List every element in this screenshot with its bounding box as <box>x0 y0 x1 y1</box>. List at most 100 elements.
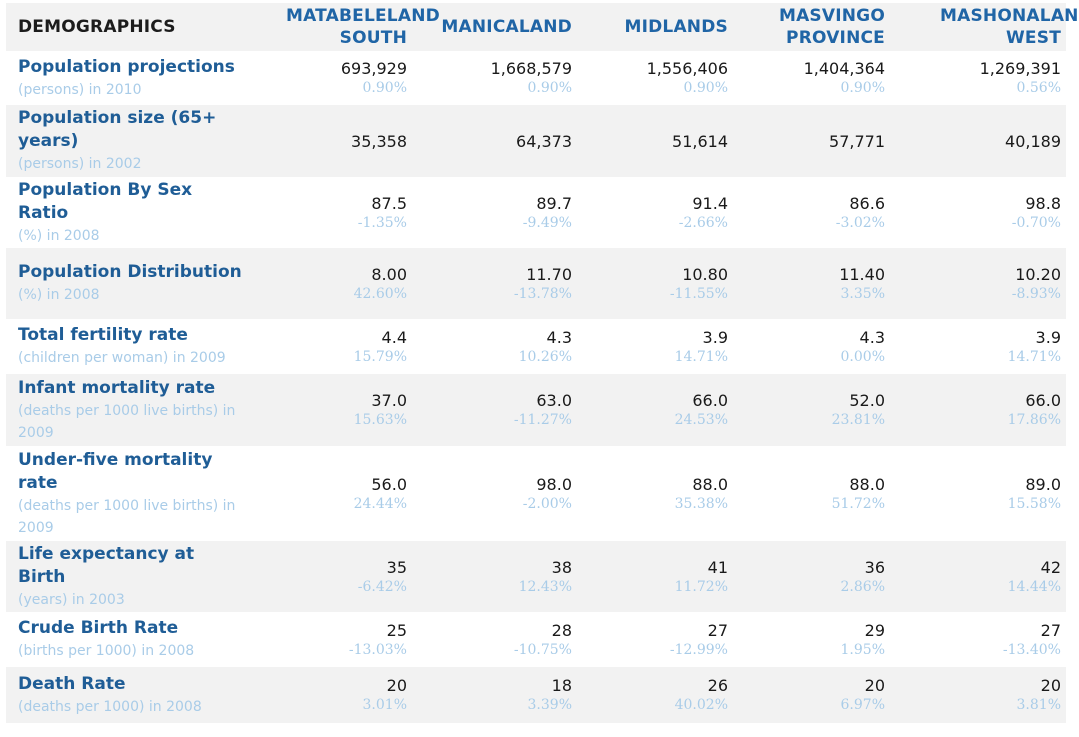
table-row: Total fertility rate (children per woman)… <box>6 319 1066 374</box>
cell-value: 87.5 <box>371 193 407 213</box>
indicator-unit: (persons) in 2010 <box>18 81 142 98</box>
value-cell: 1,404,364 0.90% <box>733 51 890 105</box>
cell-change: 0.90% <box>683 80 728 96</box>
region-header-masvingo-province[interactable]: MASVINGO PROVINCE <box>733 3 890 51</box>
value-cell: 29 1.95% <box>733 612 890 667</box>
indicator-cell: Population Distribution (%) in 2008 <box>6 248 246 319</box>
indicator-name[interactable]: Infant mortality rate <box>18 377 216 398</box>
cell-change: 14.71% <box>1007 348 1061 365</box>
value-cell: 11.40 3.35% <box>733 248 890 319</box>
value-cell: 28 -10.75% <box>412 612 577 667</box>
indicator-unit: (deaths per 1000) in 2008 <box>18 698 202 715</box>
value-cell: 4.4 15.79% <box>246 319 412 374</box>
cell-value: 88.0 <box>692 474 728 494</box>
cell-value: 27 <box>1040 620 1061 640</box>
cell-value: 41 <box>707 557 728 577</box>
cell-change: -11.27% <box>513 412 572 428</box>
table-row: Population size (65+ years) (persons) in … <box>6 105 1066 177</box>
cell-change: 23.81% <box>831 412 885 428</box>
indicator-name[interactable]: Crude Birth Rate <box>18 618 179 638</box>
cell-change: 0.90% <box>527 80 572 96</box>
value-cell: 10.80 -11.55% <box>577 248 733 319</box>
indicator-name[interactable]: Population By Sex Ratio <box>18 179 193 223</box>
cell-value: 4.3 <box>546 327 572 347</box>
region-header-midlands[interactable]: MIDLANDS <box>577 3 733 51</box>
value-cell: 63.0 -11.27% <box>412 374 577 446</box>
cell-value: 4.3 <box>859 327 885 347</box>
indicator-unit: (children per woman) in 2009 <box>18 350 226 366</box>
cell-change: 42.60% <box>353 285 407 302</box>
cell-value: 28 <box>551 620 572 640</box>
cell-value: 52.0 <box>849 391 885 410</box>
value-cell: 88.0 35.38% <box>577 446 733 541</box>
table-row: Life expectancy at Birth (years) in 2003 3… <box>6 541 1066 612</box>
cell-change: 11.72% <box>674 578 728 595</box>
value-cell: 98.8 -0.70% <box>890 177 1066 248</box>
indicator-name[interactable]: Under-five mortality rate <box>18 449 213 493</box>
indicator-cell: Population size (65+ years) (persons) in … <box>6 105 246 177</box>
cell-value: 37.0 <box>371 391 407 410</box>
indicator-unit: (years) in 2003 <box>18 591 125 608</box>
value-cell: 35 -6.42% <box>246 541 412 612</box>
cell-change: -11.55% <box>669 285 728 302</box>
value-cell: 1,269,391 0.56% <box>890 51 1066 105</box>
cell-change: 35.38% <box>674 495 728 512</box>
value-cell: 8.00 42.60% <box>246 248 412 319</box>
cell-change: 3.39% <box>527 697 572 713</box>
indicator-cell: Crude Birth Rate (births per 1000) in 200… <box>6 612 246 667</box>
cell-change: 15.63% <box>353 412 407 428</box>
value-cell: 10.20 -8.93% <box>890 248 1066 319</box>
indicator-cell: Under-five mortality rate (deaths per 100… <box>6 446 246 541</box>
cell-value: 64,373 <box>516 131 572 151</box>
value-cell: 20 6.97% <box>733 667 890 723</box>
value-cell: 37.0 15.63% <box>246 374 412 446</box>
value-cell: 26 40.02% <box>577 667 733 723</box>
cell-value: 57,771 <box>829 131 885 151</box>
cell-value: 20 <box>864 676 885 695</box>
header-row: DEMOGRAPHICS MATABELELAND SOUTH MANICALA… <box>6 3 1079 51</box>
cell-change: -13.40% <box>1002 641 1061 658</box>
table-row: Population projections (persons) in 2010 6… <box>6 51 1066 105</box>
cell-value: 693,929 <box>340 59 407 78</box>
cell-change: 24.53% <box>674 412 728 428</box>
indicator-name[interactable]: Population Distribution <box>18 262 242 282</box>
demographics-table: DEMOGRAPHICS MATABELELAND SOUTH MANICALA… <box>6 3 1079 723</box>
cell-change: 15.58% <box>1007 495 1061 512</box>
indicator-name[interactable]: Population size (65+ years) <box>18 108 217 151</box>
table-header: DEMOGRAPHICS MATABELELAND SOUTH MANICALA… <box>6 3 1079 51</box>
value-cell: 1,668,579 0.90% <box>412 51 577 105</box>
region-header-manicaland[interactable]: MANICALAND <box>412 3 577 51</box>
cell-change: 0.90% <box>840 80 885 96</box>
indicator-name[interactable]: Total fertility rate <box>18 325 188 345</box>
value-cell: 42 14.44% <box>890 541 1066 612</box>
value-cell: 57,771 <box>733 105 890 177</box>
cell-value: 56.0 <box>371 474 407 494</box>
cell-change: 15.79% <box>353 348 407 365</box>
cell-change: 0.00% <box>840 348 885 365</box>
indicator-cell: Population projections (persons) in 2010 <box>6 51 246 105</box>
cell-change: 3.01% <box>362 697 407 713</box>
indicator-name[interactable]: Life expectancy at Birth <box>18 543 195 587</box>
cell-value: 3.9 <box>1035 327 1061 347</box>
indicator-name[interactable]: Death Rate <box>18 673 126 694</box>
value-cell: 52.0 23.81% <box>733 374 890 446</box>
table-row: Death Rate (deaths per 1000) in 2008 20 3.0… <box>6 667 1066 723</box>
region-header-matabeleland-south[interactable]: MATABELELAND SOUTH <box>246 3 440 51</box>
value-cell: 56.0 24.44% <box>246 446 412 541</box>
cell-change: 3.35% <box>840 285 885 302</box>
cell-value: 29 <box>864 620 885 640</box>
cell-change: -9.49% <box>522 214 572 231</box>
cell-change: 12.43% <box>518 578 572 595</box>
cell-change: 40.02% <box>674 697 728 713</box>
cell-change: 2.86% <box>840 578 885 595</box>
cell-value: 20 <box>1040 676 1061 695</box>
region-header-mashonaland-west[interactable]: MASHONALAND WEST <box>890 3 1079 51</box>
cell-change: 14.71% <box>674 348 728 365</box>
indicator-name[interactable]: Population projections <box>18 56 235 77</box>
cell-value: 1,668,579 <box>490 59 572 78</box>
value-cell: 20 3.01% <box>246 667 412 723</box>
value-cell: 27 -13.40% <box>890 612 1066 667</box>
cell-value: 11.70 <box>526 264 572 284</box>
value-cell: 66.0 24.53% <box>577 374 733 446</box>
cell-value: 1,269,391 <box>979 59 1061 78</box>
